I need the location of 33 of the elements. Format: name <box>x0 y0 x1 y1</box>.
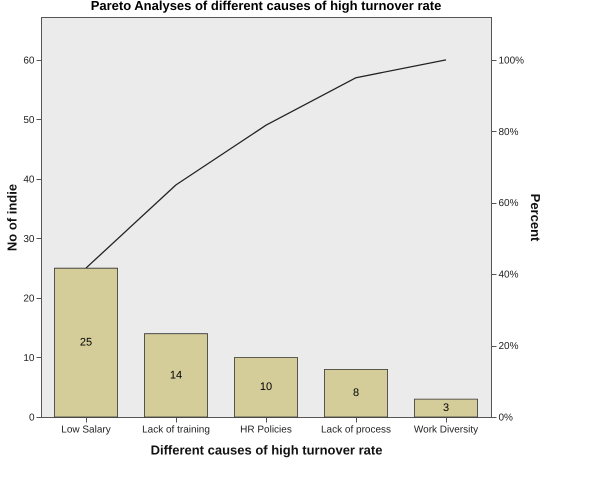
data-label: 10 <box>260 381 272 394</box>
bar <box>414 398 478 418</box>
y-tick-label: 40 <box>23 174 35 186</box>
x-tick-label: Low Salary <box>61 424 111 436</box>
y-tick-label: 10 <box>23 352 35 364</box>
bar <box>324 368 388 418</box>
y2-tick-label: 100% <box>498 55 524 66</box>
data-label: 8 <box>352 387 360 400</box>
data-label: 14 <box>170 369 182 382</box>
y-tick-label: 60 <box>23 55 35 66</box>
y2-tick-label: 0% <box>498 412 514 424</box>
y-tick-label: 20 <box>23 293 35 304</box>
line-series <box>85 59 447 269</box>
x-axis-title: Different causes of high turnover rate <box>150 442 382 458</box>
y2-axis-title: Percent <box>528 194 544 242</box>
x-tick-label: Work Diversity <box>414 424 478 436</box>
y-tick-label: 30 <box>23 234 35 245</box>
y2-tick-label: 60% <box>498 198 519 210</box>
y-axis-title: No of indie <box>4 184 20 252</box>
y-tick-label: 0 <box>28 412 35 424</box>
y2-tick-label: 80% <box>498 126 519 138</box>
data-label: 25 <box>80 336 92 349</box>
bar <box>144 333 208 418</box>
y-tick-label: 50 <box>23 114 35 126</box>
bar <box>54 268 118 418</box>
data-label: 3 <box>442 402 450 414</box>
x-tick-label: Lack of training <box>142 424 210 436</box>
y2-tick-label: 40% <box>498 270 519 281</box>
x-tick-label: Lack of process <box>320 424 392 436</box>
chart-title: Pareto Analyses of different causes of high turnover rate <box>90 0 442 13</box>
bar <box>234 357 298 418</box>
y2-tick-label: 20% <box>498 341 519 352</box>
x-tick-label: HR Policies <box>240 424 292 436</box>
